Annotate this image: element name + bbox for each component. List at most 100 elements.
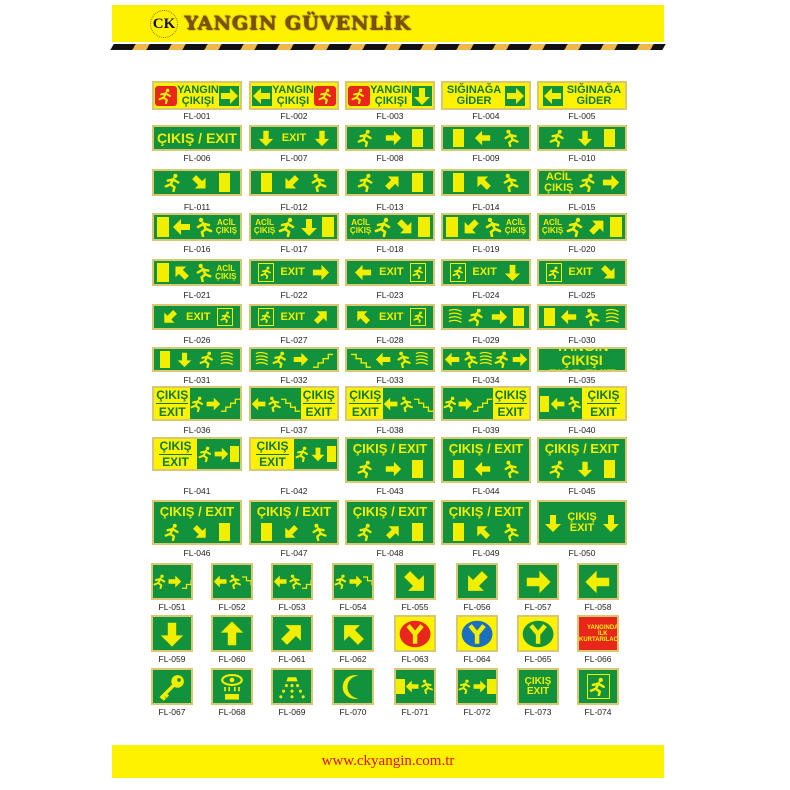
sign-code: FL-005 (568, 111, 596, 121)
arrow-right-icon (457, 396, 473, 412)
sign-text: ÇIKIŞ (256, 439, 289, 455)
exit-sign: ÇIKIŞ / EXIT (441, 437, 531, 483)
sign-code: FL-031 (183, 375, 211, 385)
runner-icon (153, 574, 167, 589)
sign-code: FL-065 (524, 654, 552, 664)
exit-sign: ACİL ÇIKIŞ (152, 259, 242, 286)
sign-code: FL-044 (472, 486, 500, 496)
exit-sign: EXIT (537, 259, 627, 286)
sign-code: FL-067 (158, 707, 186, 717)
arrow-down-icon (576, 460, 594, 478)
stairs-icon (301, 574, 311, 589)
exit-man-icon (217, 308, 233, 326)
runner-icon (468, 308, 484, 326)
sign-code: FL-041 (183, 486, 211, 496)
exit-sign: ÇIKIŞ / EXIT (152, 125, 242, 151)
runner-left-icon (567, 396, 581, 412)
arrow-left-icon (375, 351, 392, 368)
sign-code: FL-054 (339, 602, 367, 612)
arrow-right-icon (348, 574, 363, 589)
sign-code: FL-064 (463, 654, 491, 664)
waves-icon (479, 351, 493, 368)
arrow-down-icon (158, 620, 186, 648)
sign-text: EXIT (568, 266, 593, 278)
exit-man-icon (449, 263, 466, 282)
exit-man-icon (410, 263, 427, 282)
arrow-up-left-icon (474, 523, 492, 541)
stairs-icon (220, 396, 240, 412)
door-icon (512, 308, 524, 326)
exit-sign: EXIT (345, 259, 435, 286)
exit-sign (211, 563, 253, 600)
icon-panel (383, 388, 433, 419)
exit-sign: ÇIKIŞ EXIT (249, 437, 339, 471)
sign-code: FL-032 (280, 375, 308, 385)
exit-sign: ACİL ÇIKIŞ (441, 213, 531, 241)
sign-code: FL-017 (280, 244, 308, 254)
sign-code: FL-069 (278, 707, 306, 717)
runner-icon (566, 217, 584, 237)
sign-text: EXIT (305, 404, 333, 419)
exit-sign: ÇIKIŞ / EXIT (441, 500, 531, 545)
sign-code: FL-008 (376, 153, 404, 163)
sign-text: YANGIN ÇIKIŞI (272, 83, 314, 107)
door-icon (218, 173, 231, 192)
exit-sign (332, 563, 374, 600)
exit-sign: ACİL ÇIKIŞ (345, 213, 435, 241)
sign-title: ÇIKIŞ / EXIT (448, 503, 524, 519)
shower-icon (278, 673, 306, 701)
runner-left-icon (311, 523, 327, 541)
exit-sign: ACİL ÇIKIŞ (537, 169, 627, 196)
text-panel: ÇIKIŞ EXIT (251, 439, 294, 469)
text-panel: ÇIKIŞ EXIT (300, 388, 337, 419)
exit-sign (345, 347, 435, 372)
sign-text: EXIT (280, 266, 305, 278)
sign-code: FL-066 (584, 654, 612, 664)
exit-sign: ÇIKIŞ EXIT (537, 386, 627, 421)
icon-row (347, 460, 433, 479)
runner-left-icon (399, 396, 414, 412)
sign-code: FL-006 (183, 153, 211, 163)
runner-icon (164, 173, 181, 192)
text-panel: ÇIKIŞ EXIT (347, 388, 384, 419)
arrow-down-left-icon (161, 308, 179, 326)
exit-sign: EXIT (249, 304, 339, 330)
arrow-left-box-icon (542, 85, 563, 106)
exit-sign: ACİL ÇIKIŞ (537, 213, 627, 241)
sign-title: ÇIKIŞ / EXIT (448, 440, 524, 456)
website-url[interactable]: www.ckyangin.com.tr (321, 753, 455, 769)
door-icon (486, 679, 496, 694)
arrow-up-right-icon (384, 523, 402, 541)
exit-sign: ÇIKIŞ / EXIT (249, 500, 339, 545)
sign-text: EXIT (497, 404, 525, 419)
arrow-down-left-icon (282, 173, 301, 192)
sign-code: FL-048 (376, 548, 404, 558)
fire-icon (154, 85, 177, 106)
arrow-down-box-icon (412, 85, 433, 106)
sign-text: ACİL ÇIKIŞ (253, 218, 276, 235)
exit-sign: ACİL ÇIKIŞ (152, 213, 242, 241)
exit-sign (271, 563, 313, 600)
arrow-down-right-icon (191, 523, 209, 541)
sign-code: FL-027 (280, 335, 308, 345)
runner-left-icon (267, 396, 281, 412)
door-icon (156, 217, 169, 237)
exit-sign: ÇIKIŞ / EXIT (345, 437, 435, 483)
door-icon (603, 129, 615, 147)
sign-text: ÇIKIŞ (302, 388, 335, 405)
arrow-left-icon (172, 217, 192, 237)
exit-sign (537, 304, 627, 330)
door-icon (218, 522, 230, 541)
icon-row (251, 522, 337, 541)
arrow-left-icon (354, 263, 373, 282)
arrow-down-icon (543, 513, 563, 533)
waves-icon (605, 308, 620, 326)
sign-code: FL-014 (472, 202, 500, 212)
sign-code: FL-043 (376, 486, 404, 496)
sign-text: EXIT (590, 404, 617, 419)
exit-sign: EXIT (249, 259, 339, 286)
sign-text: EXIT (351, 404, 379, 419)
sign-code: FL-009 (472, 153, 500, 163)
exit-sign: YANGIN ÇIKIŞI (152, 81, 242, 110)
sign-code: FL-047 (280, 548, 308, 558)
